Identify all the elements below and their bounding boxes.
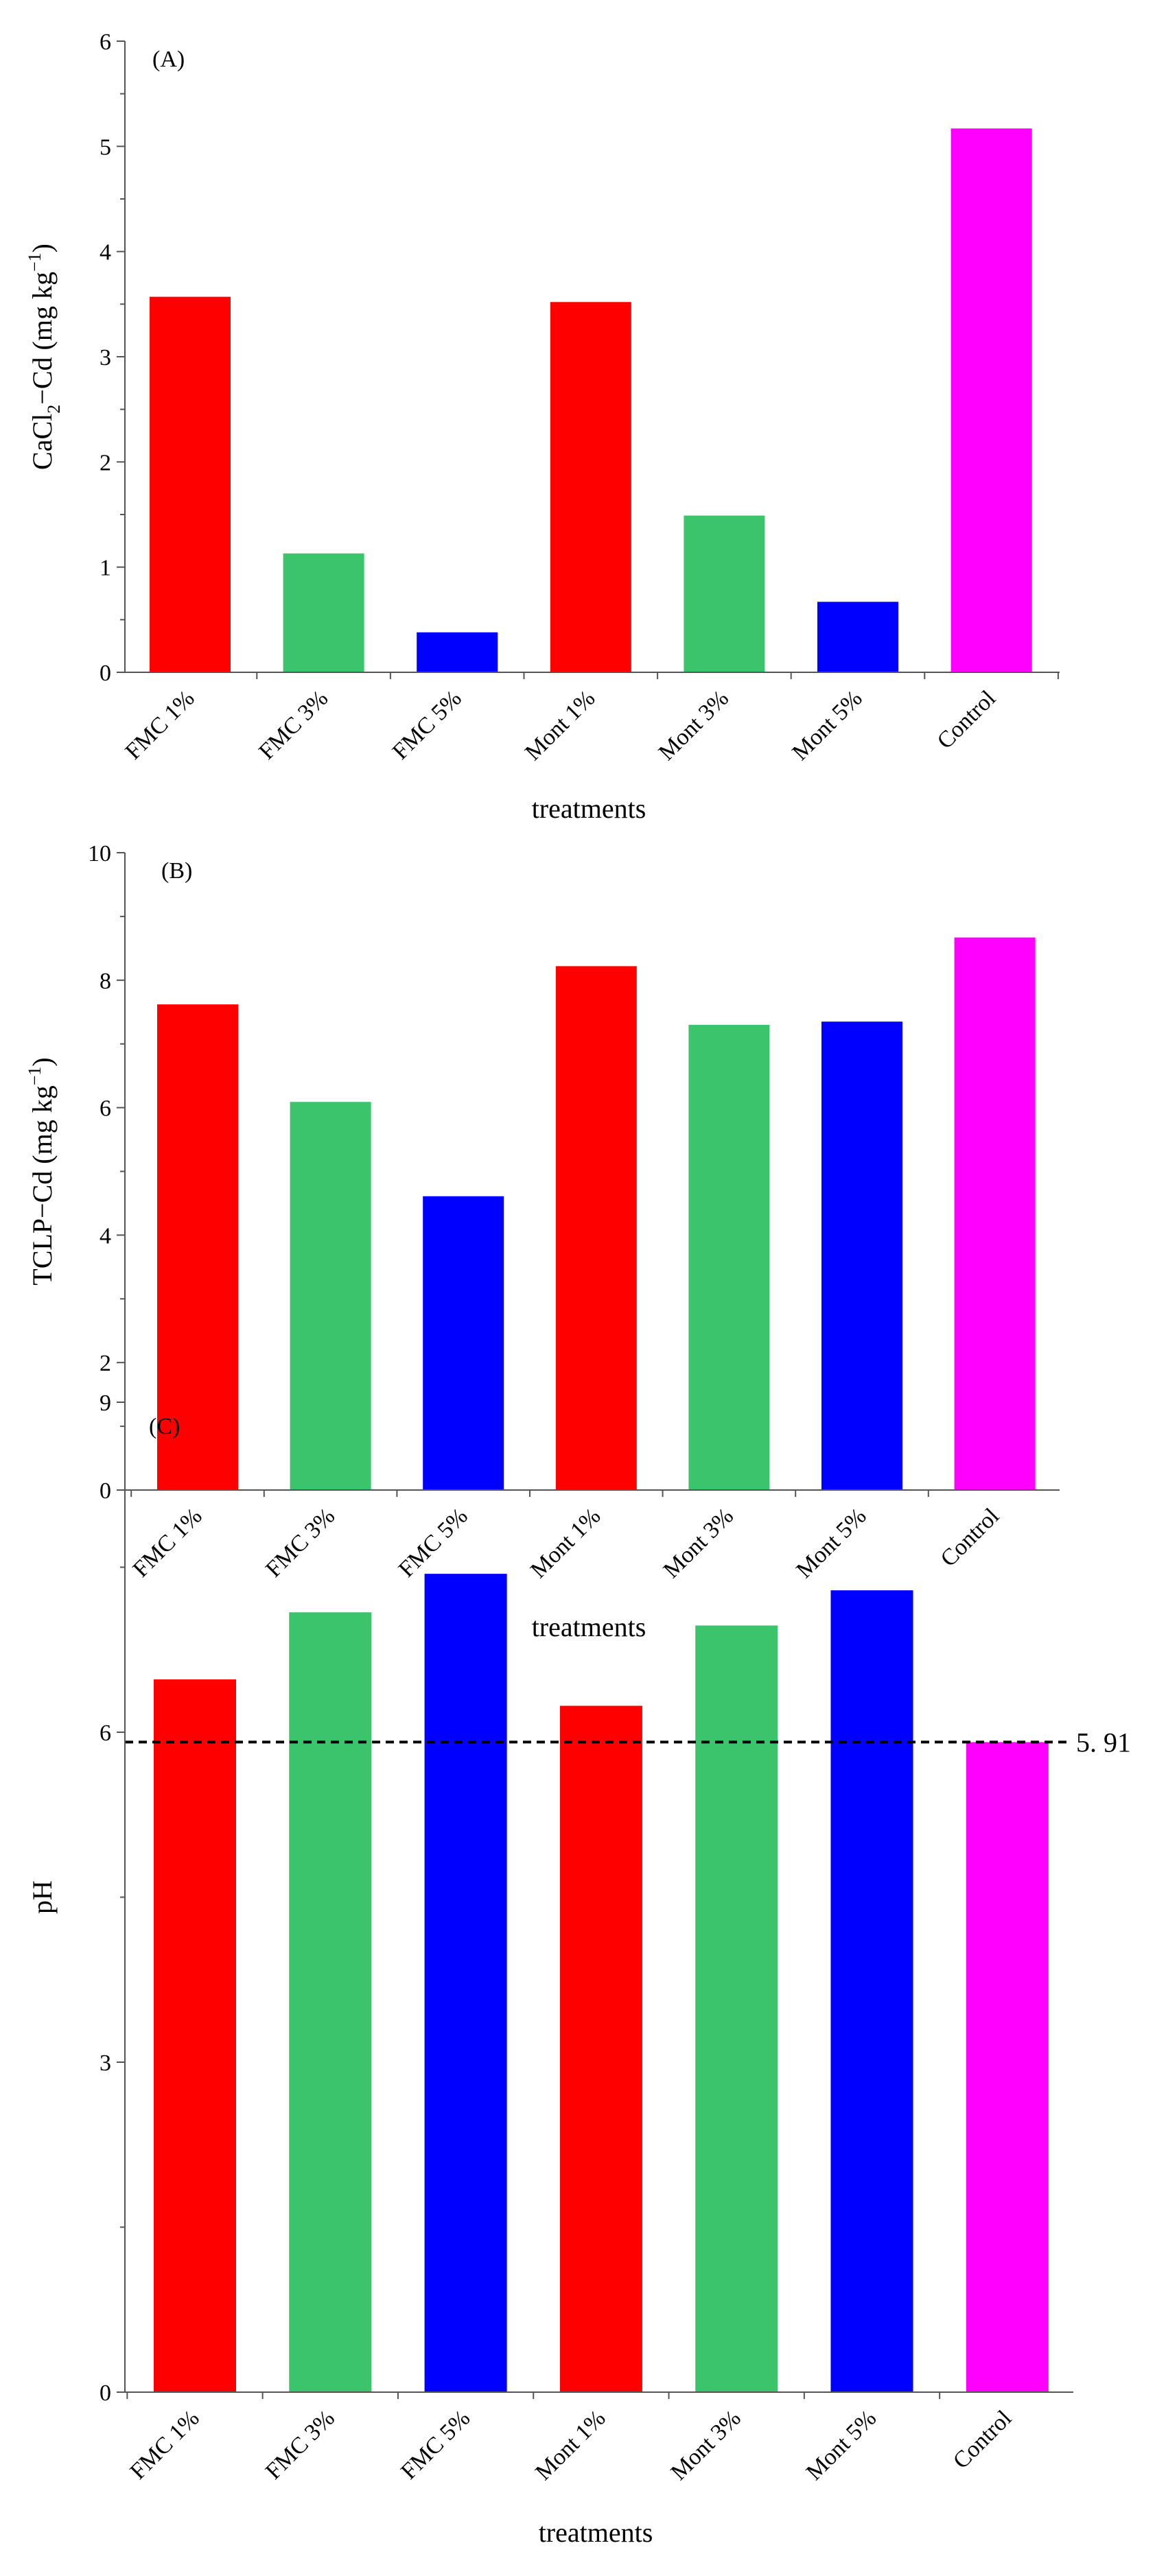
x-category-label-a: Mont 1% [520, 685, 600, 765]
panel-label-a: (A) [152, 47, 185, 72]
x-category-label-b: FMC 3% [261, 1503, 340, 1582]
bar-c-7 [966, 1742, 1049, 2392]
x-category-label-a: FMC 5% [388, 685, 467, 764]
y-axis-title-a: CaCl2−Cd (mg kg−1) [25, 244, 64, 470]
x-category-label-c: Control [948, 2405, 1017, 2474]
y-tick-label-c: 3 [100, 2051, 111, 2076]
x-axis-title-c: treatments [539, 2517, 653, 2548]
x-category-label-b: FMC 5% [394, 1503, 473, 1582]
y-tick-label-a: 4 [100, 240, 111, 265]
x-category-label-b: Mont 3% [659, 1503, 738, 1583]
x-category-label-a: Mont 3% [654, 685, 734, 765]
y-tick-label-b: 2 [100, 1351, 111, 1376]
bar-a-3 [417, 632, 498, 672]
bar-b-6 [821, 1021, 902, 1490]
y-tick-label-a: 0 [100, 661, 111, 686]
bar-a-7 [950, 128, 1032, 672]
y-tick-label-a: 2 [100, 450, 111, 475]
bar-a-6 [817, 602, 898, 672]
x-category-label-b: Control [936, 1503, 1005, 1572]
x-category-label-a: FMC 3% [254, 685, 333, 764]
x-category-label-c: FMC 5% [396, 2405, 475, 2484]
x-category-label-b: Mont 5% [791, 1503, 871, 1583]
x-axis-title-b: treatments [532, 1611, 646, 1642]
chart-panel-b: 0 2 4 6 8 10 FMC 1% FMC 3% FMC 5% Mont 1% Mont 3% M… [25, 841, 1060, 1642]
y-tick-label-b: 6 [100, 1096, 111, 1122]
panel-label-c: (C) [149, 1414, 180, 1439]
x-axis-title-a: treatments [532, 793, 646, 824]
x-category-label-b: Mont 1% [526, 1503, 605, 1583]
bar-a-1 [150, 296, 231, 673]
y-tick-label-a: 1 [100, 556, 111, 581]
y-tick-label-a: 5 [100, 134, 111, 160]
bar-a-2 [283, 553, 364, 672]
y-tick-label-c: 0 [100, 2380, 111, 2406]
bar-b-1 [157, 1004, 238, 1490]
y-tick-label-b: 10 [88, 841, 111, 866]
bar-b-5 [688, 1024, 770, 1490]
chart-panel-c: 5. 91 0 3 6 9 FMC 1% FMC 3% FMC 5% Mont 1% Mont 3… [27, 1391, 1131, 2548]
reference-line-label: 5. 91 [1076, 1727, 1131, 1758]
bar-b-7 [954, 937, 1036, 1490]
bar-b-3 [423, 1196, 504, 1490]
x-category-label-c: Mont 1% [530, 2405, 610, 2485]
bar-a-4 [550, 302, 631, 672]
bar-c-2 [289, 1612, 372, 2392]
x-category-label-a: Mont 5% [787, 685, 867, 765]
bar-c-3 [424, 1574, 507, 2392]
y-tick-label-a: 6 [100, 29, 111, 55]
panel-label-b: (B) [161, 858, 192, 884]
y-axis-title-b: TCLP−Cd (mg kg−1) [25, 1057, 58, 1285]
y-tick-label-c: 9 [100, 1391, 111, 1416]
bar-c-1 [154, 1679, 236, 2392]
y-axis-title-c: pH [27, 1880, 58, 1914]
chart-panel-a: 0 1 2 3 4 5 6 FMC 1% FMC 3% FMC 5% Mont 1% Mont 3% M… [25, 29, 1060, 824]
bar-b-4 [555, 966, 637, 1490]
bar-c-6 [830, 1590, 913, 2392]
y-tick-label-b: 0 [100, 1478, 111, 1504]
y-tick-label-c: 6 [100, 1721, 111, 1746]
x-category-label-a: FMC 1% [121, 685, 200, 764]
y-tick-label-b: 8 [100, 969, 111, 994]
y-tick-label-a: 3 [100, 345, 111, 370]
bar-c-4 [559, 1705, 642, 2392]
y-tick-label-b: 4 [100, 1223, 111, 1249]
bar-c-5 [695, 1625, 778, 2392]
x-category-label-c: FMC 1% [126, 2405, 205, 2484]
bar-b-2 [290, 1102, 371, 1490]
x-category-label-c: Mont 5% [802, 2405, 881, 2485]
bar-a-5 [684, 515, 765, 672]
x-category-label-c: Mont 3% [666, 2405, 746, 2485]
x-category-label-a: Control [933, 685, 1001, 754]
x-category-label-b: FMC 1% [128, 1503, 207, 1582]
x-category-label-c: FMC 3% [261, 2405, 340, 2484]
